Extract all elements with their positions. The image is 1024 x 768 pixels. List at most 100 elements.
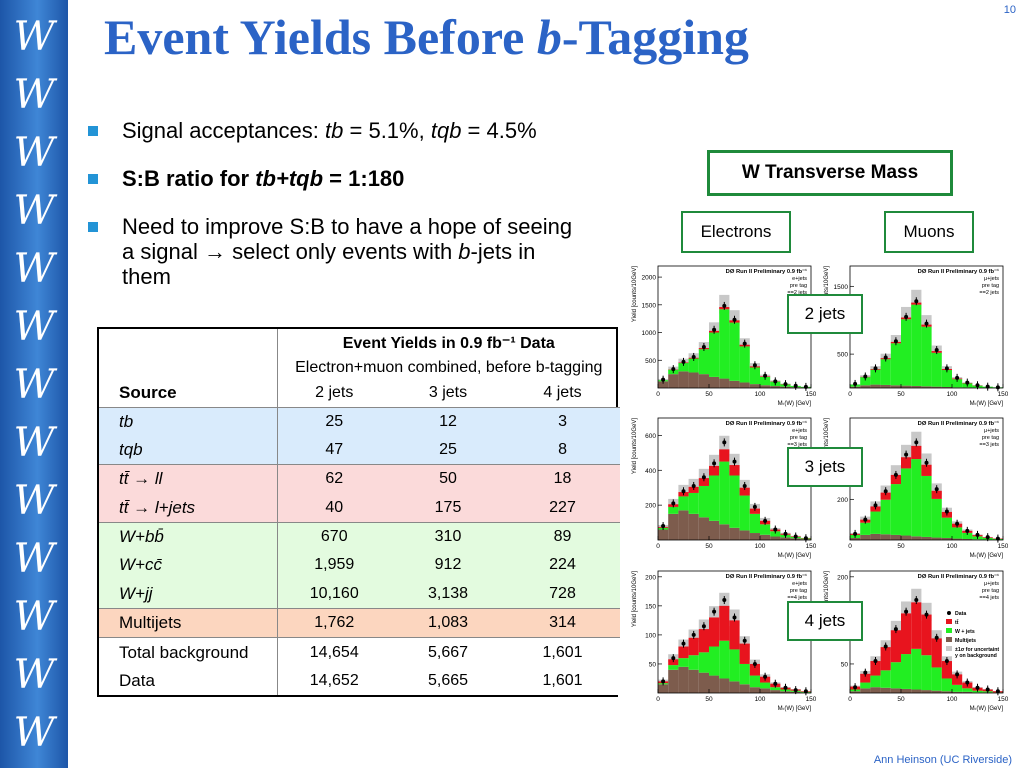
- ttbar-bar: [739, 487, 750, 496]
- muons-label: Muons: [884, 211, 974, 253]
- wjets-bar: [688, 358, 699, 373]
- multijets-bar: [749, 687, 760, 693]
- data-point: [773, 681, 778, 686]
- bullet-square-icon: [88, 222, 98, 232]
- cell: 1,601: [505, 666, 621, 695]
- multijets-bar: [729, 681, 740, 693]
- multijets-bar: [709, 675, 720, 693]
- multijets-bar: [658, 381, 669, 388]
- multijets-bar: [941, 691, 952, 693]
- data-point: [803, 689, 808, 694]
- table-row: tb 25 12 3: [99, 406, 621, 436]
- multijets-bar: [941, 537, 952, 540]
- jets-4-label: 4 jets: [787, 601, 863, 641]
- data-point: [681, 359, 686, 364]
- data-point: [671, 367, 676, 372]
- data-point: [773, 379, 778, 384]
- channel-label: e+jets: [792, 276, 807, 282]
- data-point: [995, 536, 1000, 541]
- jet-multiplicity-label: ==2 jets: [787, 290, 807, 296]
- data-point: [722, 598, 727, 603]
- multijets-bar: [870, 533, 881, 540]
- data-point: [883, 644, 888, 649]
- legend-label: y on background: [955, 653, 997, 659]
- cell: 8: [505, 435, 621, 465]
- table-row: W+bb̄ 670 310 89: [99, 521, 621, 552]
- jet-multiplicity-label: ==4 jets: [979, 595, 999, 601]
- wjets-bar: [952, 684, 963, 692]
- title-main: Event Yields Before: [104, 9, 537, 65]
- multijets-bar: [729, 527, 740, 540]
- multijets-bar: [860, 385, 871, 388]
- multijets-bar: [880, 384, 891, 388]
- data-point: [853, 531, 858, 536]
- ttbar-bar: [921, 614, 932, 656]
- sidebar-w-glyph: W: [13, 594, 55, 640]
- y-axis-label: Yield [counts/10GeV]: [824, 266, 830, 322]
- ttbar-bar: [698, 478, 709, 486]
- x-tick-label: 150: [806, 391, 816, 398]
- cell: 227: [505, 493, 621, 523]
- wjets-bar: [760, 524, 771, 535]
- y-axis-label: Yield [counts/10GeV]: [824, 571, 830, 627]
- wjets-bar: [941, 678, 952, 692]
- table-row: tqb 47 25 8: [99, 435, 621, 465]
- legend-swatch: [946, 646, 952, 651]
- sidebar-w-glyph: W: [13, 710, 55, 756]
- x-axis-label: Mₜ(W) [GeV]: [970, 553, 1004, 559]
- data-point: [752, 661, 757, 666]
- legend-label: Data: [955, 611, 966, 617]
- data-point: [691, 354, 696, 359]
- w-transverse-mass-label: W Transverse Mass: [707, 150, 953, 196]
- cell: 1,959: [276, 551, 391, 580]
- multijets-bar: [678, 371, 689, 388]
- source-header: Source: [119, 382, 177, 402]
- data-point: [883, 355, 888, 360]
- wjets-bar: [890, 484, 901, 535]
- sidebar-w-glyph: W: [13, 536, 55, 582]
- b1-tb-value: = 5.1%,: [343, 118, 431, 143]
- data-point: [975, 685, 980, 690]
- multijets-bar: [749, 533, 760, 540]
- ttbar-bar: [931, 638, 942, 668]
- wjets-bar: [921, 475, 932, 537]
- data-point: [661, 679, 666, 684]
- multijets-bar: [901, 385, 912, 388]
- pretag-label: pre tag: [982, 588, 999, 594]
- data-point: [722, 440, 727, 445]
- multijets-bar: [901, 688, 912, 693]
- cell: 14,654: [276, 637, 391, 667]
- footer-author: Ann Heinson (UC Riverside): [873, 754, 1012, 766]
- channel-label: μ+jets: [984, 276, 999, 282]
- multijets-bar: [921, 386, 932, 388]
- multijets-bar: [962, 691, 973, 693]
- data-point: [965, 528, 970, 533]
- ttbar-bar: [880, 492, 891, 500]
- multijets-bar: [658, 529, 669, 540]
- b2-italic: tb+tqb: [255, 166, 324, 191]
- multijets-bar: [688, 372, 699, 388]
- page-number: 10: [1003, 4, 1016, 16]
- row-source: W+cc̄: [99, 551, 277, 580]
- ttbar-bar: [911, 602, 922, 649]
- b2-prefix: S:B ratio for: [122, 166, 256, 191]
- b3-line1: Need to improve S:B to have a hope of se…: [122, 214, 573, 264]
- wjets-bar: [729, 649, 740, 682]
- row-source: tqb: [99, 435, 277, 465]
- y-tick-label: 600: [645, 433, 656, 440]
- wjets-bar: [901, 468, 912, 536]
- multijets-bar: [668, 669, 679, 693]
- y-tick-label: 150: [645, 603, 656, 610]
- pretag-label: pre tag: [790, 435, 807, 441]
- wjets-bar: [678, 496, 689, 511]
- data-point: [975, 383, 980, 388]
- data-point: [904, 609, 909, 614]
- multijets-bar: [890, 534, 901, 540]
- wjets-bar: [911, 459, 922, 537]
- wjets-bar: [880, 359, 891, 385]
- ttbar-bar: [911, 445, 922, 460]
- y-tick-label: 500: [645, 358, 656, 365]
- multijets-bar: [698, 672, 709, 693]
- data-point: [995, 689, 1000, 694]
